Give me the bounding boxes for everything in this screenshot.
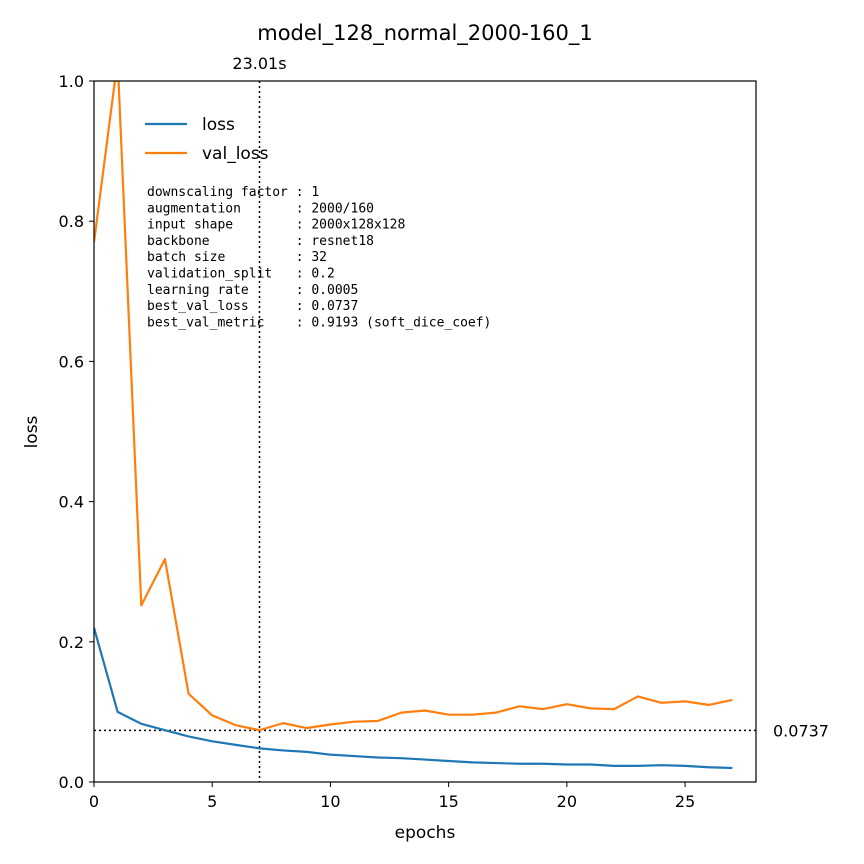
chart-title: model_128_normal_2000-160_1: [257, 21, 593, 46]
info-line: input shape : 2000x128x128: [147, 218, 405, 233]
series-line-loss: [94, 627, 733, 770]
info-line: batch size : 32: [147, 250, 327, 265]
x-tick-label: 5: [207, 792, 217, 811]
x-axis-label: epochs: [395, 823, 456, 843]
x-tick-label: 0: [89, 792, 99, 811]
x-tick-label: 15: [438, 792, 458, 811]
x-tick-label: 25: [675, 792, 695, 811]
series-lines: [94, 81, 733, 770]
legend-label-val-loss: val_loss: [202, 144, 269, 164]
y-tick-label: 0.2: [59, 633, 84, 652]
x-axis-ticks: 0 5 10 15 20 25: [89, 782, 695, 811]
x-tick-label: 10: [320, 792, 340, 811]
best-epoch-time-label: 23.01s: [232, 54, 286, 73]
series-line-val-loss: [94, 81, 733, 732]
y-tick-label: 0.0: [59, 773, 84, 792]
legend-label-loss: loss: [202, 115, 235, 135]
y-axis-label: loss: [22, 415, 42, 448]
y-tick-label: 0.4: [59, 493, 84, 512]
info-line: best_val_metric : 0.9193 (soft_dice_coef…: [147, 315, 491, 330]
y-tick-label: 1.0: [59, 72, 84, 91]
info-line: learning rate : 0.0005: [147, 283, 358, 298]
plot-frame: [93, 80, 757, 783]
info-line: backbone : resnet18: [147, 234, 374, 249]
info-line: validation_split : 0.2: [147, 267, 335, 282]
info-line: augmentation : 2000/160: [147, 201, 374, 216]
y-tick-label: 0.8: [59, 212, 84, 231]
x-tick-label: 20: [557, 792, 577, 811]
info-line: downscaling factor : 1: [147, 185, 319, 200]
legend: loss val_loss: [145, 115, 269, 164]
y-axis-ticks: 0.0 0.2 0.4 0.6 0.8 1.0: [59, 72, 94, 792]
y-tick-label: 0.6: [59, 352, 84, 371]
info-line: best_val_loss : 0.0737: [147, 299, 358, 314]
best-val-loss-label: 0.0737: [773, 721, 829, 740]
